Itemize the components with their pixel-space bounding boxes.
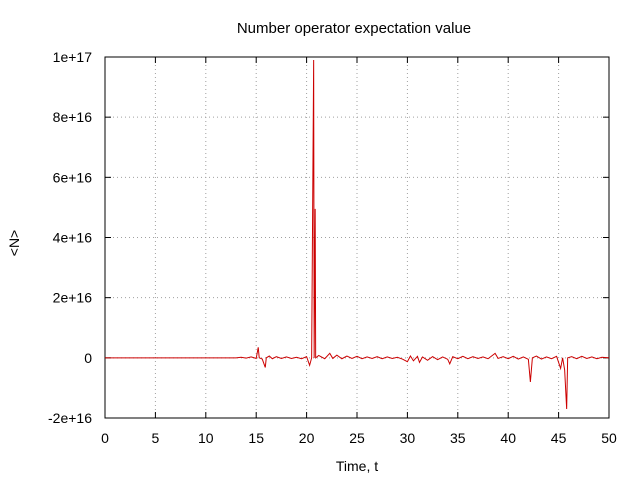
- y-tick-label: 6e+16: [53, 169, 93, 185]
- series-line: [105, 60, 610, 410]
- x-tick-label: 35: [450, 430, 466, 446]
- grid: [105, 57, 609, 418]
- y-tick-label: 1e+17: [53, 49, 93, 65]
- y-tick-label: 2e+16: [53, 290, 93, 306]
- y-tick-label: 0: [84, 350, 92, 366]
- x-tick-label: 5: [152, 430, 160, 446]
- x-tick-label: 45: [551, 430, 567, 446]
- x-tick-label: 15: [248, 430, 264, 446]
- chart-title: Number operator expectation value: [237, 20, 471, 37]
- y-tick-label: 4e+16: [53, 230, 93, 246]
- x-tick-labels: 0 5 10 15 20 25 30 35 40 45 50: [101, 430, 617, 446]
- x-tick-label: 40: [500, 430, 516, 446]
- x-tick-label: 0: [101, 430, 109, 446]
- y-tick-labels: -2e+16 0 2e+16 4e+16 6e+16 8e+16 1e+17: [48, 49, 92, 426]
- ticks: [104, 56, 610, 419]
- x-tick-label: 30: [400, 430, 416, 446]
- x-tick-label: 50: [601, 430, 617, 446]
- y-tick-label: 8e+16: [53, 109, 93, 125]
- x-axis-title: Time, t: [336, 458, 378, 474]
- y-tick-label: -2e+16: [48, 410, 92, 426]
- x-tick-label: 25: [349, 430, 365, 446]
- y-axis-title: <N>: [6, 230, 22, 256]
- x-tick-label: 20: [299, 430, 315, 446]
- x-tick-label: 10: [198, 430, 214, 446]
